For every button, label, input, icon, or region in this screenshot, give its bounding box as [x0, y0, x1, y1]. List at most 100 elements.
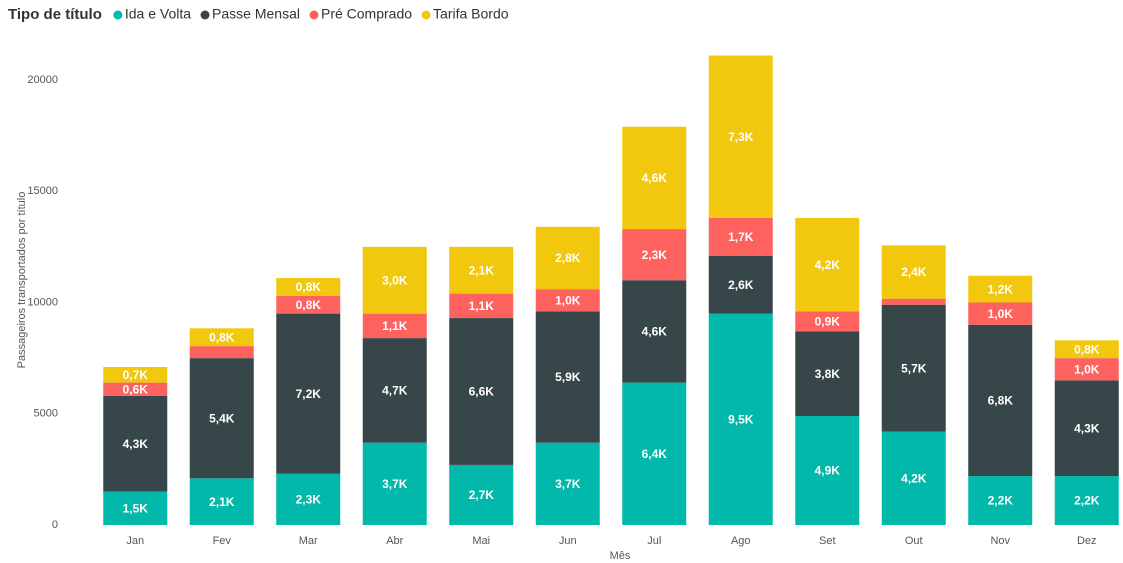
data-label: 1,0K [555, 293, 581, 307]
legend-label: Passe Mensal [212, 6, 300, 22]
bar-segment [189, 358, 254, 479]
bar-segment [362, 338, 427, 443]
bar-segment [535, 226, 600, 290]
x-tick-label: Jun [559, 535, 577, 547]
bar-segment [276, 313, 341, 474]
data-label: 1,0K [1074, 362, 1100, 376]
y-tick-label: 20000 [27, 74, 58, 86]
data-label: 1,0K [988, 307, 1014, 321]
legend-marker [421, 10, 431, 20]
bar-segment [189, 346, 254, 359]
bar-segment [708, 255, 773, 314]
bar-segment [1054, 380, 1119, 477]
bar-segment [968, 476, 1033, 525]
data-label: 2,2K [1074, 494, 1100, 508]
bar-segment [535, 442, 600, 525]
bar-segment [1054, 476, 1119, 525]
data-label: 1,7K [728, 230, 754, 244]
legend-title: Tipo de título [8, 6, 102, 23]
bar-segment [449, 318, 514, 465]
bar-segment [103, 367, 168, 383]
bar-segment [968, 302, 1033, 325]
bar-segment [622, 126, 687, 230]
legend-label: Pré Comprado [321, 6, 412, 22]
bar-segment [276, 473, 341, 525]
bar-segment [968, 324, 1033, 477]
bar-segment [103, 382, 168, 396]
data-label: 4,6K [642, 171, 668, 185]
y-axis-label: Passageiros transportados por título [16, 192, 28, 369]
bar-segment [708, 217, 773, 256]
bar-segment [276, 295, 341, 314]
y-tick-label: 15000 [27, 185, 58, 197]
x-tick-label: Mai [472, 535, 490, 547]
y-tick-label: 10000 [27, 296, 58, 308]
legend-label: Ida e Volta [125, 6, 191, 22]
data-label: 4,2K [901, 471, 927, 485]
x-tick-label: Abr [386, 535, 403, 547]
data-label: 1,1K [469, 299, 495, 313]
bar-segment [622, 280, 687, 383]
x-tick-label: Set [819, 535, 836, 547]
bar-segment [362, 313, 427, 339]
data-label: 2,3K [642, 248, 668, 262]
legend-marker [200, 10, 210, 20]
data-label: 6,6K [469, 385, 495, 399]
data-label: 2,2K [988, 494, 1014, 508]
bar-segment [881, 304, 946, 432]
bar-segment [1054, 358, 1119, 381]
data-label: 0,8K [1074, 342, 1100, 356]
data-label: 2,4K [901, 265, 927, 279]
data-label: 4,2K [815, 258, 841, 272]
bar-segment [795, 217, 860, 312]
data-label: 6,8K [988, 394, 1014, 408]
bar-segment [795, 311, 860, 332]
bar-segment [103, 395, 168, 492]
data-label: 6,4K [642, 447, 668, 461]
x-tick-label: Nov [990, 535, 1010, 547]
data-label: 2,8K [555, 251, 581, 265]
data-label: 4,3K [123, 437, 149, 451]
bar-segment [708, 55, 773, 218]
data-label: 1,5K [123, 501, 149, 515]
data-label: 4,6K [642, 325, 668, 339]
bar-segment [449, 464, 514, 525]
data-label: 4,9K [815, 464, 841, 478]
data-label: 4,3K [1074, 421, 1100, 435]
legend-marker [309, 10, 319, 20]
bar-segment [881, 431, 946, 525]
bar-segment [362, 442, 427, 525]
bar-segment [708, 313, 773, 525]
data-label: 0,9K [815, 315, 841, 329]
data-label: 0,8K [296, 280, 322, 294]
data-label: 3,7K [382, 477, 408, 491]
bar-segment [795, 415, 860, 525]
data-label: 2,1K [469, 263, 495, 277]
data-label: 0,6K [123, 382, 149, 396]
legend-marker [113, 10, 123, 20]
data-label: 5,7K [901, 361, 927, 375]
x-tick-label: Out [905, 535, 923, 547]
bar-segment [968, 275, 1033, 303]
bar-segment [449, 293, 514, 319]
x-tick-label: Fev [213, 535, 232, 547]
x-tick-label: Dez [1077, 535, 1097, 547]
data-label: 0,8K [296, 298, 322, 312]
bar-segment [1054, 340, 1119, 359]
bar-segment [189, 328, 254, 347]
bar-segment [362, 246, 427, 314]
bar-segment [535, 289, 600, 312]
bar-segment [449, 246, 514, 294]
bar-segment [795, 331, 860, 416]
legend-label: Tarifa Bordo [433, 6, 509, 22]
data-label: 2,1K [209, 495, 235, 509]
bar-segment [189, 478, 254, 525]
y-tick-label: 0 [52, 519, 58, 531]
bar-segment [276, 278, 341, 296]
data-label: 3,7K [555, 477, 581, 491]
data-label: 3,8K [815, 367, 841, 381]
data-label: 2,3K [296, 493, 322, 507]
data-label: 0,8K [209, 330, 235, 344]
